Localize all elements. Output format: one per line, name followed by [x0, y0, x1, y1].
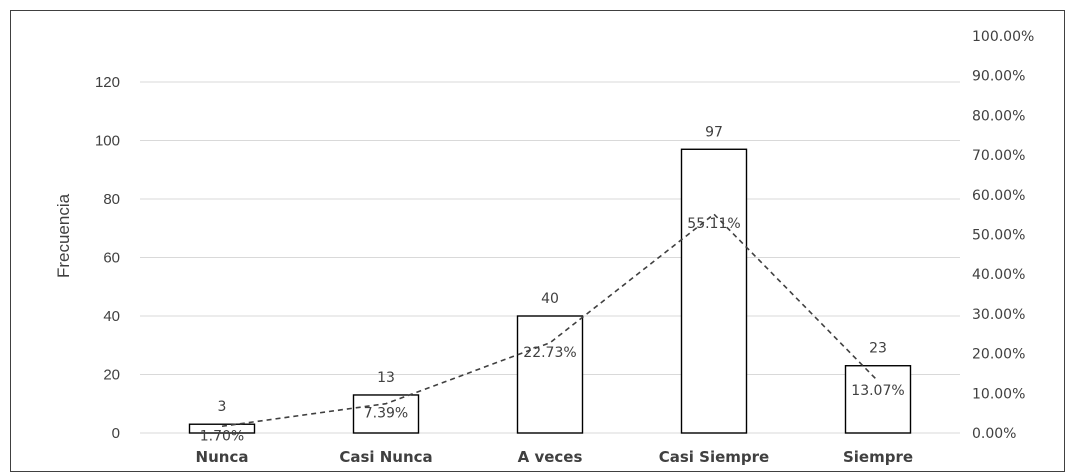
- percentage-series-line: [221, 213, 879, 428]
- category-label: Casi Siempre: [659, 448, 769, 466]
- percentage-label: 55.11%: [687, 216, 740, 232]
- y2-tick-label: 0.00%: [972, 426, 1016, 442]
- y2-tick-label: 50.00%: [972, 228, 1025, 244]
- y2-tick-label: 10.00%: [972, 386, 1025, 402]
- y2-tick-label: 20.00%: [972, 347, 1025, 363]
- bar: [188, 423, 256, 434]
- y2-tick-label: 90.00%: [972, 69, 1025, 85]
- grid-lines: [140, 81, 960, 434]
- percentage-labels: 1.70% 7.39% 22.73% 55.11% 13.07%: [200, 216, 905, 444]
- y-tick-label: 0: [112, 425, 120, 442]
- y-tick-label: 120: [95, 74, 120, 91]
- bars: [188, 148, 912, 434]
- bar: [680, 148, 748, 434]
- y-axis-label: Frecuencia: [54, 193, 73, 278]
- percentage-line: [221, 213, 879, 428]
- percentage-label: 22.73%: [523, 345, 576, 361]
- y2-tick-label: 80.00%: [972, 108, 1025, 124]
- y-tick-label: 60: [103, 250, 120, 267]
- y2-tick-label: 100.00%: [972, 29, 1034, 45]
- category-label: Nunca: [196, 448, 249, 466]
- left-axis-ticks: 0 20 40 60 80 100 120: [95, 74, 120, 442]
- percentage-label: 13.07%: [851, 383, 904, 399]
- category-label: A veces: [518, 448, 583, 466]
- percentage-label: 1.70%: [200, 428, 244, 444]
- bar-value-label: 23: [869, 341, 887, 357]
- y-tick-label: 20: [103, 367, 120, 384]
- y-tick-label: 100: [95, 133, 120, 150]
- right-axis-ticks: 0.00% 10.00% 20.00% 30.00% 40.00% 50.00% 60.00…: [972, 29, 1034, 442]
- bar-value-label: 97: [705, 124, 723, 140]
- category-labels: Nunca Casi Nunca A veces Casi Siempre Siempr…: [196, 448, 914, 466]
- y-tick-label: 40: [103, 308, 120, 325]
- bar-value-label: 3: [218, 399, 227, 415]
- y2-tick-label: 40.00%: [972, 267, 1025, 283]
- y2-tick-label: 30.00%: [972, 307, 1025, 323]
- bar-value-label: 40: [541, 291, 559, 307]
- bar-value-label: 13: [377, 370, 395, 386]
- percentage-label: 7.39%: [364, 406, 408, 422]
- y-tick-label: 80: [103, 191, 120, 208]
- bar: [844, 365, 912, 434]
- bar-labels: 3 13 40 97 23: [218, 124, 887, 415]
- category-label: Casi Nunca: [339, 448, 432, 466]
- y2-tick-label: 60.00%: [972, 188, 1025, 204]
- bar: [352, 394, 420, 434]
- category-label: Siempre: [843, 448, 913, 466]
- bar: [516, 315, 584, 434]
- y2-tick-label: 70.00%: [972, 148, 1025, 164]
